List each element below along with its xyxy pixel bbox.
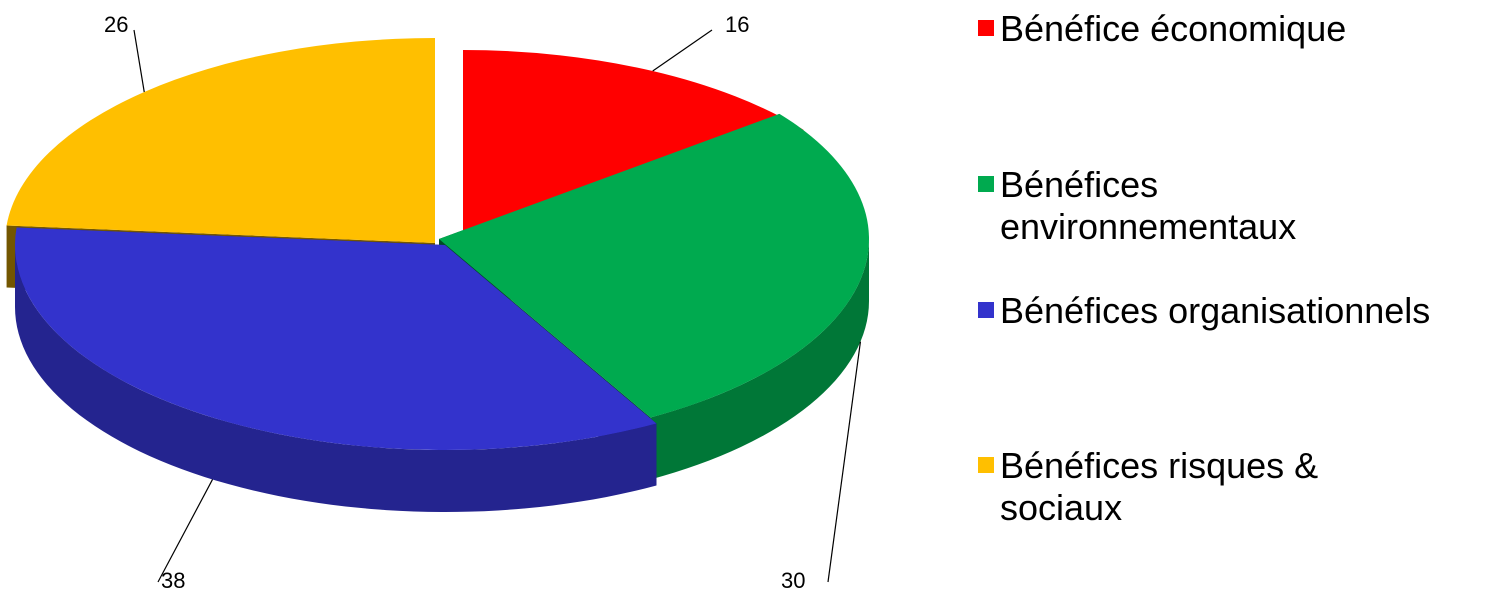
legend-swatch-economique (978, 20, 994, 36)
slice-organisationnels (14, 227, 657, 451)
pie-chart: 16 30 38 26 (6, 12, 869, 591)
data-label-economique: 16 (725, 12, 749, 37)
legend-label: Bénéfices organisationnels (1000, 290, 1431, 331)
leader-line-organisationnels (157, 479, 214, 583)
leader-lines (133, 29, 862, 583)
legend-item-environnementaux: Bénéfices environnementaux (978, 164, 1300, 248)
data-label-risques-sociaux: 26 (104, 12, 128, 37)
slice-risques-sociaux (6, 38, 435, 243)
leader-line-environnementaux (827, 341, 862, 583)
legend-label: Bénéfices environnementaux (1000, 164, 1297, 247)
legend-item-risques-sociaux: Bénéfices risques & sociaux (978, 445, 1380, 529)
data-label-environnementaux: 30 (781, 568, 805, 591)
leader-line-risques-sociaux (133, 29, 145, 93)
legend-swatch-environnementaux (978, 176, 994, 192)
leader-line-economique (652, 29, 713, 72)
legend-label: Bénéfice économique (1000, 8, 1347, 49)
legend-label: Bénéfices risques & sociaux (1000, 445, 1319, 528)
slice-tops (6, 38, 869, 451)
legend-swatch-risques-sociaux (978, 457, 994, 473)
legend-item-organisationnels: Bénéfices organisationnels (978, 290, 1511, 332)
legend-swatch-organisationnels (978, 302, 994, 318)
data-label-organisationnels: 38 (161, 568, 185, 591)
legend-item-economique: Bénéfice économique (978, 8, 1511, 50)
data-labels: 16 30 38 26 (104, 12, 805, 591)
chart-legend: Bénéfice économique Bénéfices environnem… (978, 0, 1511, 591)
slice-environnementaux (439, 113, 869, 418)
